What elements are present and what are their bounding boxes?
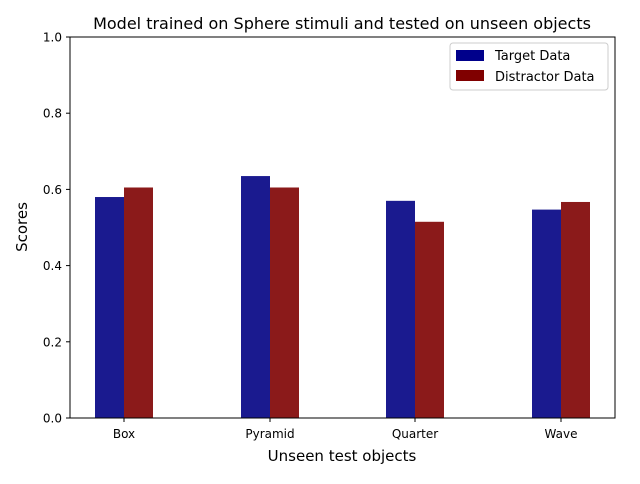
target-bar-pyramid (241, 176, 270, 418)
x-tick-label-pyramid: Pyramid (245, 427, 294, 441)
target-bar-box (95, 197, 124, 418)
y-tick-label: 0.6 (43, 183, 62, 197)
distractor-bar-box (124, 187, 153, 418)
y-axis-label: Scores (13, 202, 31, 252)
y-tick-label: 0.0 (43, 412, 62, 426)
y-tick-label: 0.4 (43, 259, 62, 273)
bars (95, 176, 590, 418)
target-bar-wave (532, 209, 561, 418)
legend-label-distractor: Distractor Data (495, 70, 595, 85)
distractor-bar-wave (561, 201, 590, 418)
chart-title: Model trained on Sphere stimuli and test… (93, 14, 591, 33)
legend-frame (449, 42, 609, 91)
x-tick-label-box: Box (113, 427, 135, 441)
x-tick-label-quarter: Quarter (392, 427, 438, 441)
y-axis-ticks: 0.0 0.2 0.4 0.6 0.8 1.0 (43, 31, 70, 426)
distractor-bar-pyramid (270, 187, 299, 418)
y-tick-label: 0.2 (43, 335, 62, 349)
target-bar-quarter (386, 200, 415, 418)
legend-label-target: Target Data (494, 49, 570, 64)
legend-swatch-distractor (456, 70, 484, 81)
distractor-bar-quarter (415, 221, 444, 418)
x-tick-label-wave: Wave (545, 427, 578, 441)
legend-swatch-target (456, 50, 484, 61)
legend: Target Data Distractor Data (449, 42, 609, 91)
y-tick-label: 1.0 (43, 31, 62, 45)
plot-frame (69, 36, 616, 419)
x-axis-ticks: Box Pyramid Quarter Wave (113, 418, 578, 441)
y-tick-label: 0.8 (43, 107, 62, 121)
x-axis-label: Unseen test objects (268, 447, 417, 465)
